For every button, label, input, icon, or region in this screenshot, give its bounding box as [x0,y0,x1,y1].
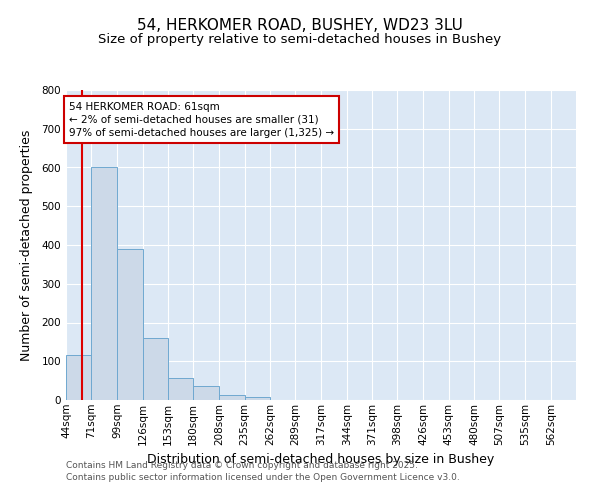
Bar [245,398,270,400]
X-axis label: Distribution of semi-detached houses by size in Bushey: Distribution of semi-detached houses by … [148,453,494,466]
Bar [193,386,220,400]
Bar [220,395,245,400]
Text: 54, HERKOMER ROAD, BUSHEY, WD23 3LU: 54, HERKOMER ROAD, BUSHEY, WD23 3LU [137,18,463,32]
Bar [66,354,91,400]
Text: 54 HERKOMER ROAD: 61sqm
← 2% of semi-detached houses are smaller (31)
97% of sem: 54 HERKOMER ROAD: 61sqm ← 2% of semi-det… [69,102,334,138]
Bar [118,249,143,400]
Bar [91,168,118,400]
Bar [143,338,168,400]
Text: Size of property relative to semi-detached houses in Bushey: Size of property relative to semi-detach… [98,32,502,46]
Text: Contains HM Land Registry data © Crown copyright and database right 2025.
Contai: Contains HM Land Registry data © Crown c… [66,461,460,482]
Y-axis label: Number of semi-detached properties: Number of semi-detached properties [20,130,33,360]
Bar [168,378,193,400]
